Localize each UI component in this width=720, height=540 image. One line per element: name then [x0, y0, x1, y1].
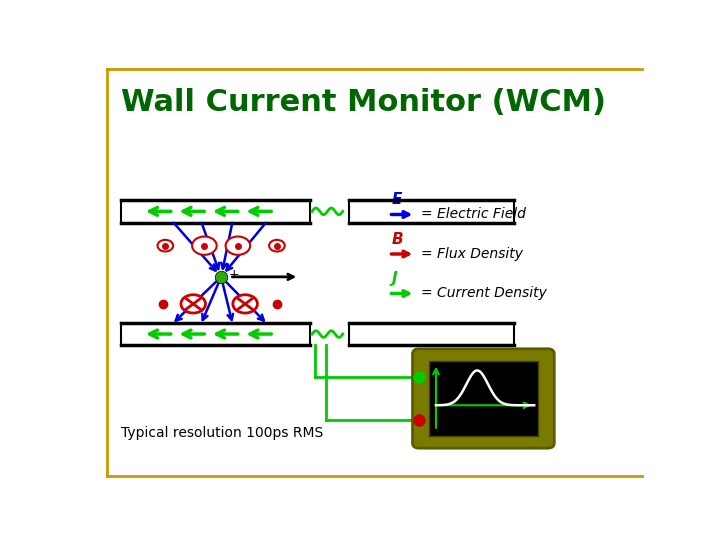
Circle shape	[158, 240, 173, 252]
Bar	[349, 322, 514, 346]
Bar	[121, 200, 310, 223]
Circle shape	[269, 240, 284, 252]
Bar	[349, 200, 514, 223]
Text: Wall Current Monitor (WCM): Wall Current Monitor (WCM)	[121, 87, 606, 117]
Text: = Flux Density: = Flux Density	[421, 247, 523, 261]
Circle shape	[181, 295, 205, 313]
Bar	[121, 322, 310, 346]
Text: J: J	[392, 271, 397, 286]
Text: = Current Density: = Current Density	[421, 287, 546, 300]
FancyBboxPatch shape	[413, 349, 554, 448]
Bar	[429, 361, 538, 436]
Text: +: +	[228, 268, 239, 281]
Text: B: B	[392, 232, 403, 246]
Text: E: E	[392, 192, 402, 207]
Circle shape	[233, 295, 258, 313]
Text: Typical resolution 100ps RMS: Typical resolution 100ps RMS	[121, 426, 323, 440]
Text: = Electric Field: = Electric Field	[421, 207, 526, 221]
Circle shape	[225, 237, 250, 255]
Circle shape	[192, 237, 217, 255]
